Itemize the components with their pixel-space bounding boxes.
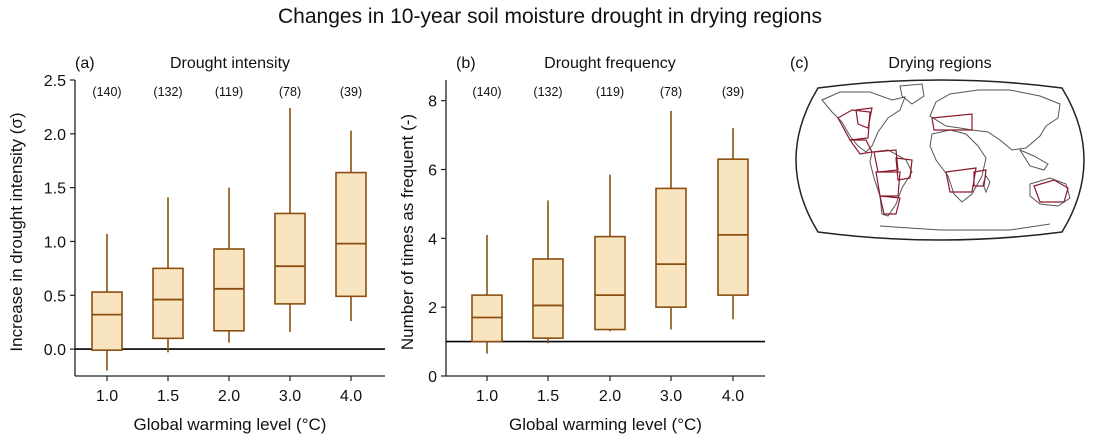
region-box-mediterranean [931,113,973,131]
sample-count: (39) [722,85,744,99]
x-tick-label: 2.0 [599,388,621,405]
sample-count: (119) [215,85,243,99]
region-box-ne-brazil [895,157,913,181]
box-iqr [335,171,367,298]
region-box-south-america-central [875,171,901,197]
map-antarctica [879,223,1051,231]
box-3.0 [655,110,687,330]
box-iqr [655,187,687,308]
figure-title: Changes in 10-year soil moisture drought… [278,5,822,28]
region-box-southern-africa [945,167,977,193]
x-tick-label: 1.5 [537,388,559,405]
panel-title: Drought frequency [544,55,676,72]
box-iqr [91,291,123,351]
map-greenland [899,83,925,105]
region-box-madagascar [973,169,987,187]
box-iqr [532,258,564,339]
region-box-southern-australia [1033,179,1069,203]
x-tick-label: 1.5 [157,388,179,405]
x-axis-label: Global warming level (°C) [134,415,327,434]
region-box-north-america [855,107,873,129]
box-2.0 [213,187,245,343]
y-tick-label: 0.5 [44,288,66,305]
sample-count: (140) [472,85,501,99]
map-drying-regions [837,107,1069,215]
box-iqr [213,248,245,332]
region-box-central-america [848,139,873,155]
box-iqr [152,267,184,340]
map-north-america [821,91,906,153]
box-4.0 [335,130,367,322]
box-2.0 [594,174,626,332]
region-box-southern-south-america [879,195,901,215]
y-axis-label: Number of times as frequent (-) [398,114,417,350]
map-landmasses [821,83,1071,231]
panel-label: (a) [75,55,95,72]
y-tick-label: 1.0 [44,234,66,251]
sample-count: (78) [279,85,301,99]
panel-a-drought-intensity: (a) Drought intensity 0.0 0.5 1.0 1.5 2.0 2.5 1.… [7,55,385,434]
box-3.0 [274,107,306,332]
panel-label: (b) [456,55,476,72]
box-iqr [274,212,306,305]
sample-count: (39) [340,85,362,99]
y-tick-label: 4 [428,231,437,248]
y-tick-label: 0.0 [44,342,66,359]
x-tick-label: 2.0 [218,388,240,405]
box-4.0 [717,128,749,320]
y-tick-label: 1.5 [44,181,66,198]
sample-count: (119) [596,85,624,99]
x-tick-label: 1.0 [96,388,118,405]
panel-c-label: (c) [790,55,809,72]
region-box-amazon [873,149,899,173]
y-tick-label: 6 [428,162,437,179]
sample-count: (78) [660,85,682,99]
panel-c-title: Drying regions [888,55,991,72]
box-iqr [717,158,749,296]
y-tick-label: 0 [428,369,437,386]
sample-count: (132) [533,85,562,99]
sample-count: (140) [92,85,121,99]
box-1.5 [532,200,564,344]
box-1.0 [91,233,123,371]
x-tick-label: 4.0 [722,388,744,405]
y-tick-label: 2.5 [44,73,66,90]
x-tick-label: 4.0 [340,388,362,405]
box-1.5 [152,197,184,353]
box-1.0 [471,234,503,354]
panel-title: Drought intensity [170,55,290,72]
x-tick-label: 3.0 [660,388,682,405]
y-axis-label: Increase in drought intensity (σ) [7,112,26,351]
sample-count: (132) [153,85,182,99]
y-tick-label: 8 [428,94,437,111]
panel-b-drought-frequency: (b) Drought frequency 0 2 4 6 8 1.0 (140) 1.5 (132… [398,55,765,434]
x-axis-label: Global warming level (°C) [509,415,702,434]
map-southeast-asia [1018,148,1049,171]
panel-c-drying-regions-map: (c) Drying regions [790,55,1085,241]
x-tick-label: 3.0 [279,388,301,405]
y-tick-label: 2 [428,300,437,317]
map-africa [929,129,987,203]
map-globe-outline [795,79,1085,241]
box-iqr [594,235,626,331]
y-tick-label: 2.0 [44,127,66,144]
x-tick-label: 1.0 [476,388,498,405]
